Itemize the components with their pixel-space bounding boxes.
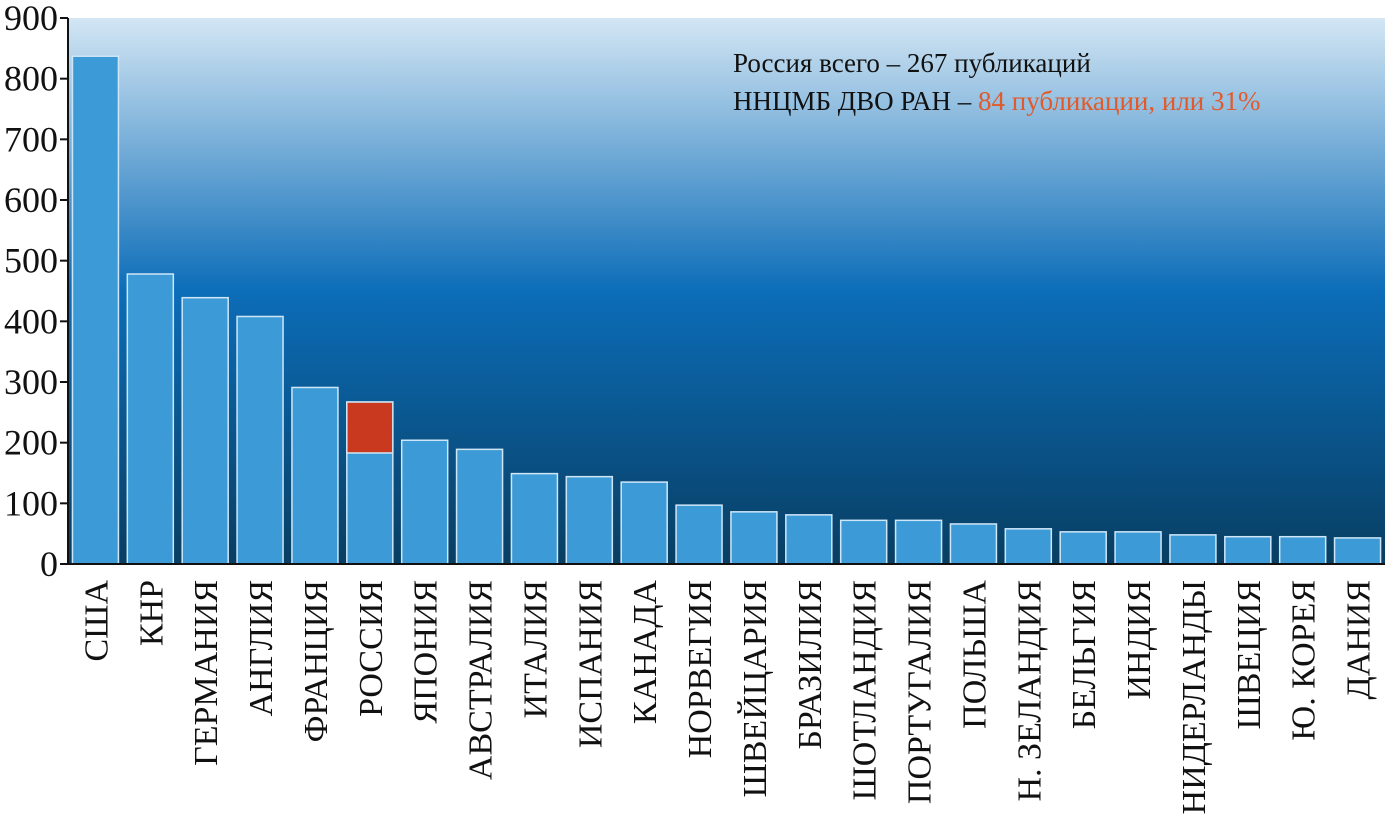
bar: [1278, 535, 1327, 565]
bar: [126, 273, 175, 565]
bar: [894, 519, 943, 565]
y-tick-label: 0: [40, 544, 58, 584]
x-tick-label: США: [78, 580, 115, 662]
y-tick-label: 100: [4, 483, 58, 523]
x-tick-label: ИНДИЯ: [1121, 580, 1158, 700]
bar: [620, 481, 668, 565]
bar: [565, 475, 614, 565]
highlight-group: [346, 401, 394, 454]
y-tick-group: 0 100 200 300 400 500 600 700 800 900: [4, 0, 68, 584]
y-tick-label: 800: [4, 59, 58, 99]
x-tick-label: ЯПОНИЯ: [408, 580, 445, 724]
x-tick-label: БРАЗИЛИЯ: [792, 580, 829, 750]
bar: [1169, 534, 1217, 565]
bar: [1004, 528, 1053, 565]
x-tick-label: ФРАНЦИЯ: [298, 580, 335, 742]
bar: [1224, 535, 1272, 565]
x-tick-label: АНГЛИЯ: [243, 580, 280, 717]
annotation-line-2-highlight: 84 публикации, или 31%: [978, 86, 1261, 116]
annotation-line-2-prefix: ННЦМБ ДВО РАН –: [733, 86, 978, 116]
y-tick-label: 200: [4, 423, 58, 463]
x-tick-label: ШВЕЙЦАРИЯ: [737, 580, 774, 798]
x-tick-label: КАНАДА: [627, 580, 664, 725]
x-tick-label: ШВЕЦИЯ: [1231, 580, 1268, 730]
x-tick-label: ГЕРМАНИЯ: [188, 580, 225, 766]
bar: [71, 55, 120, 565]
bar: [949, 523, 998, 565]
x-tick-label: НОРВЕГИЯ: [682, 580, 719, 758]
x-tick-label: ИСПАНИЯ: [572, 580, 609, 748]
annotation-line-2: ННЦМБ ДВО РАН – 84 публикации, или 31%: [733, 86, 1261, 116]
annotation-group: Россия всего – 267 публикаций ННЦМБ ДВО …: [733, 48, 1261, 116]
bar: [455, 448, 504, 565]
x-tick-label: БЕЛЬГИЯ: [1066, 580, 1103, 729]
x-tick-label: Ю. КОРЕЯ: [1286, 580, 1323, 741]
y-tick-label: 400: [4, 301, 58, 341]
x-tick-label: ИТАЛИЯ: [517, 580, 554, 718]
bar: [181, 296, 229, 565]
x-tick-label: Н. ЗЕЛАНДИЯ: [1011, 580, 1048, 802]
y-tick-label: 600: [4, 180, 58, 220]
bar: [785, 514, 833, 565]
x-tick-label: ШОТЛАНДИЯ: [847, 580, 884, 801]
bar: [1333, 537, 1382, 565]
x-tick-group: США КНР ГЕРМАНИЯ АНГЛИЯ ФРАНЦИЯ РОССИЯ ЯПОНИЯ А…: [78, 580, 1377, 815]
bars-group: [71, 55, 1382, 565]
x-tick-label: РОССИЯ: [353, 580, 390, 717]
x-tick-label: ДАНИЯ: [1341, 580, 1378, 700]
bar: [730, 511, 778, 565]
plot-background: [68, 18, 1385, 564]
y-tick-label: 900: [4, 0, 58, 38]
x-tick-label: КНР: [133, 580, 170, 646]
annotation-line-1: Россия всего – 267 публикаций: [733, 48, 1091, 78]
y-tick-label: 300: [4, 362, 58, 402]
x-tick-label: АВСТРАЛИЯ: [463, 580, 500, 780]
bar: [1059, 531, 1107, 565]
bar: [839, 519, 888, 565]
y-tick-label: 700: [4, 119, 58, 159]
bar: [236, 315, 284, 565]
bar: [510, 472, 559, 565]
bar: [291, 386, 339, 565]
x-tick-label: ПОРТУГАЛИЯ: [902, 580, 939, 804]
bar: [675, 504, 723, 565]
bar: [400, 439, 449, 565]
x-tick-label: НИДЕРЛАНДЫ: [1176, 580, 1213, 814]
bar-highlight-segment: [346, 401, 394, 454]
x-tick-label: ПОЛЬША: [956, 580, 993, 729]
y-tick-label: 500: [4, 241, 58, 281]
bar: [1114, 531, 1162, 565]
